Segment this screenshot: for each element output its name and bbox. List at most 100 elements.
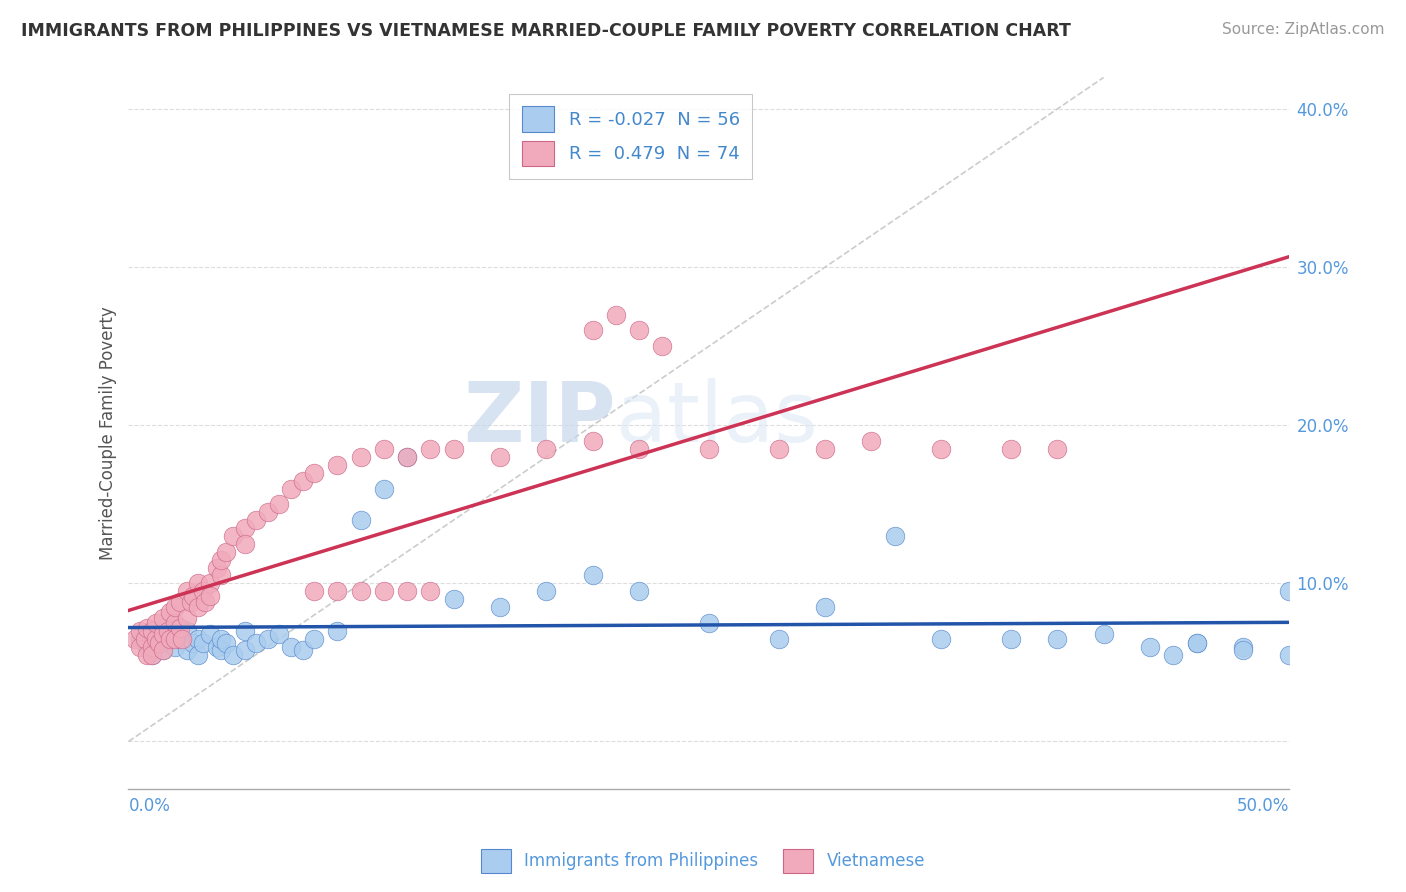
Point — [145, 632, 167, 646]
Point — [159, 632, 181, 646]
Point — [134, 632, 156, 646]
Point — [326, 584, 349, 599]
Point — [419, 584, 441, 599]
Point — [350, 584, 373, 599]
Point — [187, 632, 209, 646]
Point — [163, 615, 186, 630]
Point — [129, 640, 152, 654]
Point — [1092, 627, 1115, 641]
Point — [209, 552, 232, 566]
Point — [651, 339, 673, 353]
Point — [269, 627, 291, 641]
Point — [183, 636, 205, 650]
Point — [145, 632, 167, 646]
Point — [1278, 584, 1301, 599]
Point — [860, 434, 883, 448]
Point — [222, 648, 245, 662]
Point — [176, 584, 198, 599]
Point — [136, 648, 159, 662]
Point — [350, 450, 373, 464]
Point — [1046, 632, 1069, 646]
Point — [373, 482, 395, 496]
Point — [326, 624, 349, 638]
Point — [929, 442, 952, 456]
Point — [145, 615, 167, 630]
Point — [156, 624, 179, 638]
Point — [536, 442, 558, 456]
Point — [222, 529, 245, 543]
Point — [929, 632, 952, 646]
Point — [136, 640, 159, 654]
Point — [302, 584, 325, 599]
Point — [396, 450, 419, 464]
Text: ZIP: ZIP — [464, 378, 616, 459]
Point — [269, 497, 291, 511]
Point — [768, 632, 790, 646]
Point — [396, 584, 419, 599]
Point — [152, 611, 174, 625]
Point — [396, 450, 419, 464]
Point — [245, 636, 267, 650]
Point — [163, 600, 186, 615]
Point — [233, 521, 256, 535]
Point — [176, 611, 198, 625]
Point — [814, 600, 837, 615]
Point — [191, 584, 214, 599]
Point — [209, 568, 232, 582]
Point — [169, 632, 191, 646]
Point — [180, 595, 202, 609]
Point — [1232, 642, 1254, 657]
Point — [198, 589, 221, 603]
Point — [814, 442, 837, 456]
Text: IMMIGRANTS FROM PHILIPPINES VS VIETNAMESE MARRIED-COUPLE FAMILY POVERTY CORRELAT: IMMIGRANTS FROM PHILIPPINES VS VIETNAMES… — [21, 22, 1071, 40]
Point — [148, 636, 170, 650]
Point — [1139, 640, 1161, 654]
Point — [215, 636, 238, 650]
Point — [159, 605, 181, 619]
Legend: Immigrants from Philippines, Vietnamese: Immigrants from Philippines, Vietnamese — [474, 842, 932, 880]
Point — [233, 537, 256, 551]
Text: 50.0%: 50.0% — [1237, 797, 1289, 814]
Point — [141, 624, 163, 638]
Point — [326, 458, 349, 472]
Point — [280, 482, 302, 496]
Point — [582, 434, 605, 448]
Point — [141, 640, 163, 654]
Point — [1185, 636, 1208, 650]
Point — [443, 592, 465, 607]
Point — [141, 624, 163, 638]
Point — [256, 632, 278, 646]
Point — [183, 589, 205, 603]
Point — [163, 627, 186, 641]
Point — [697, 442, 720, 456]
Point — [628, 323, 651, 337]
Point — [163, 632, 186, 646]
Point — [187, 600, 209, 615]
Text: atlas: atlas — [616, 378, 818, 459]
Point — [187, 576, 209, 591]
Point — [582, 323, 605, 337]
Point — [209, 642, 232, 657]
Point — [1278, 648, 1301, 662]
Point — [628, 442, 651, 456]
Point — [176, 624, 198, 638]
Point — [302, 632, 325, 646]
Point — [1000, 442, 1022, 456]
Point — [169, 595, 191, 609]
Legend: R = -0.027  N = 56, R =  0.479  N = 74: R = -0.027 N = 56, R = 0.479 N = 74 — [509, 94, 752, 179]
Point — [233, 624, 256, 638]
Point — [152, 642, 174, 657]
Point — [1000, 632, 1022, 646]
Point — [291, 474, 314, 488]
Point — [194, 595, 217, 609]
Point — [191, 636, 214, 650]
Point — [582, 568, 605, 582]
Point — [256, 505, 278, 519]
Point — [1185, 636, 1208, 650]
Point — [489, 450, 512, 464]
Point — [129, 624, 152, 638]
Point — [124, 632, 146, 646]
Point — [136, 621, 159, 635]
Point — [198, 576, 221, 591]
Point — [883, 529, 905, 543]
